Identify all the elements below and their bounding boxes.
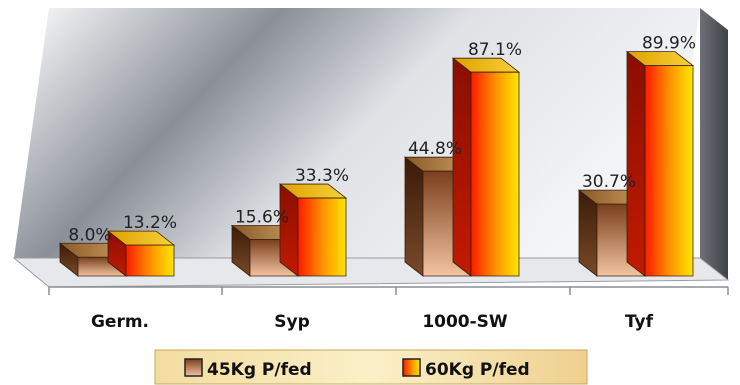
bar-side-face — [452, 57, 472, 277]
data-label: 44.8% — [408, 139, 462, 159]
category-labels: Germ. Syp 1000-SW Tyf — [91, 312, 654, 332]
bar-front-face — [470, 71, 520, 277]
legend: 45Kg P/fed 60Kg P/fed — [154, 349, 588, 385]
category-label: Tyf — [625, 312, 654, 332]
data-label: 33.3% — [295, 166, 349, 186]
data-label: 13.2% — [123, 213, 177, 233]
bar-side-face — [578, 189, 598, 277]
category-label: Syp — [274, 312, 310, 332]
category-label: Germ. — [91, 312, 149, 332]
bar-60kg-tyf — [625, 50, 695, 277]
chart-side-wall — [700, 8, 728, 280]
bar-side-face — [626, 50, 646, 277]
legend-label-60kg: 60Kg P/fed — [425, 360, 530, 380]
bar-side-face — [404, 156, 424, 277]
category-label: 1000-SW — [422, 312, 508, 332]
legend-swatch-60kg — [402, 358, 421, 377]
bar-front-face — [644, 65, 694, 277]
data-label: 8.0% — [68, 225, 111, 245]
bar-front-face — [297, 197, 347, 277]
data-label: 87.1% — [468, 40, 522, 60]
legend-label-45kg: 45Kg P/fed — [207, 360, 312, 380]
bar-60kg-1000sw — [451, 57, 521, 277]
bar-60kg-germ — [106, 230, 176, 277]
bar-front-face — [125, 244, 175, 277]
data-label: 89.9% — [642, 34, 696, 54]
chart-back-wall — [14, 8, 700, 258]
data-labels: 8.0% 13.2% 15.6% 33.3% 44.8% 87.1% 30.7% 89.9% — [68, 34, 696, 246]
legend-box — [154, 349, 588, 385]
bar-60kg-syp — [278, 183, 348, 277]
bar-side-face — [279, 183, 299, 277]
x-axis-ticks — [48, 287, 729, 295]
data-label: 15.6% — [235, 207, 289, 227]
data-label: 30.7% — [582, 172, 636, 192]
bars — [58, 50, 695, 277]
legend-swatch-45kg — [184, 358, 203, 377]
